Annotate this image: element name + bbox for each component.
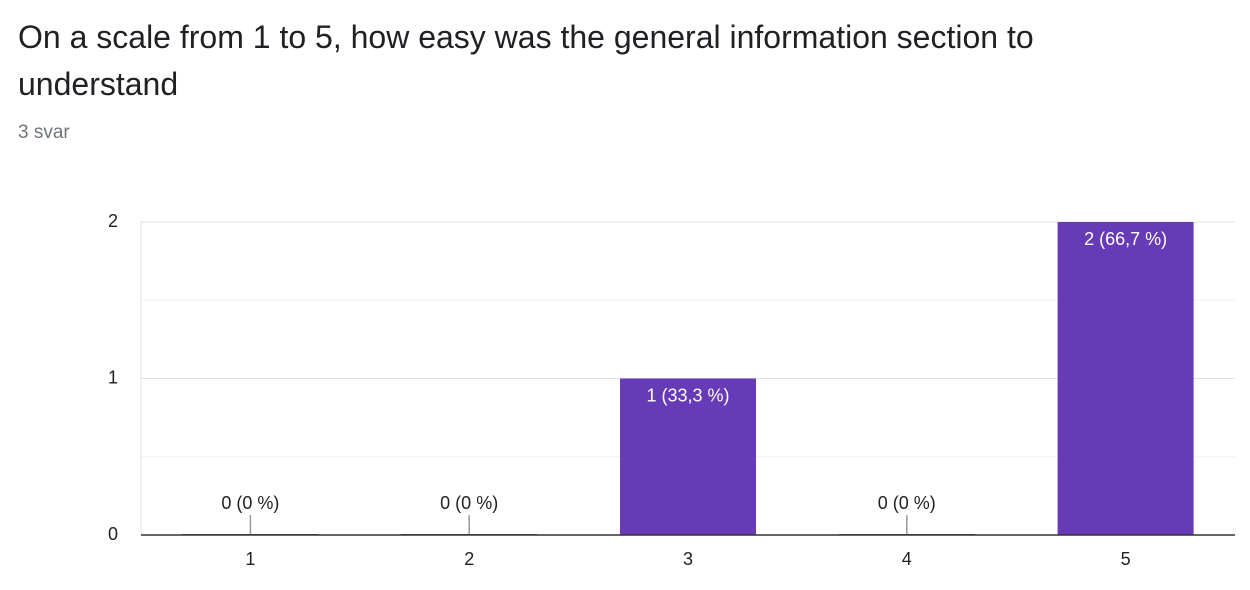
x-tick-label: 2 — [464, 549, 474, 569]
x-tick-label: 4 — [902, 549, 912, 569]
x-tick-label: 5 — [1121, 549, 1131, 569]
y-tick-label: 1 — [108, 367, 118, 387]
data-label: 0 (0 %) — [440, 493, 498, 513]
chart-subtitle: 3 svar — [18, 122, 70, 143]
x-tick-label: 1 — [245, 549, 255, 569]
data-label: 2 (66,7 %) — [1084, 229, 1167, 249]
bar — [620, 378, 756, 535]
x-tick-label: 3 — [683, 549, 693, 569]
bar — [1057, 222, 1194, 535]
data-label: 1 (33,3 %) — [646, 385, 729, 405]
chart-title: On a scale from 1 to 5, how easy was the… — [18, 19, 1034, 102]
y-tick-label: 2 — [108, 211, 118, 231]
data-label: 0 (0 %) — [878, 493, 936, 513]
y-tick-label: 0 — [108, 524, 118, 544]
data-label: 0 (0 %) — [221, 493, 279, 513]
